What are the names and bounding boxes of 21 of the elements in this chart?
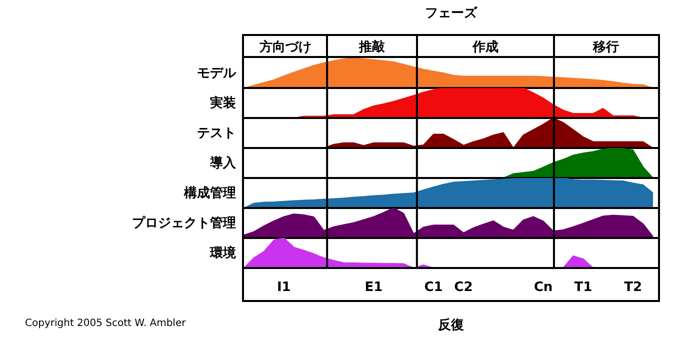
x-tick-label: C1 [424,280,443,296]
y-axis-title: 構成管理 [184,185,236,202]
x-tick-label: T1 [574,280,592,296]
x-tick-label: C2 [454,280,473,296]
text: 作成 [471,39,500,56]
x-tick-label: I1 [276,280,291,296]
x-tick-label: T2 [624,280,642,296]
text: 方向づけ [258,38,313,56]
text: 推敲 [358,38,386,56]
x-tick-label: Cn [534,280,553,296]
y-axis-title: モデル [197,65,236,82]
x-tick-label: E1 [364,280,383,296]
y-axis-title: 導入 [210,154,236,172]
x-axis-title: 反復 [437,317,465,334]
text: フェーズ [424,5,478,22]
text: Copyright 2005 Scott W. Ambler [25,318,186,329]
y-axis-title: 環境 [210,244,236,262]
y-axis-title: プロジェクト管理 [132,214,236,232]
y-axis-title: 実装 [210,94,236,112]
text: 移行 [592,39,620,56]
y-axis-title: テスト [197,125,236,142]
